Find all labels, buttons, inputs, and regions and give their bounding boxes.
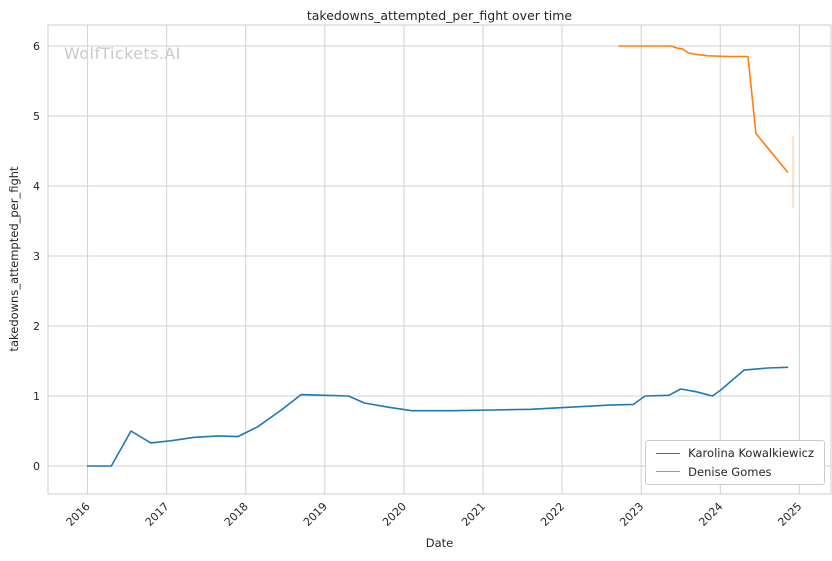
x-tick-label: 2023 [617, 500, 646, 529]
y-tick-label: 2 [33, 320, 40, 333]
series-line-denise-gomes [618, 45, 789, 173]
x-axis-label: Date [425, 536, 454, 550]
x-tick-label: 2016 [64, 500, 93, 529]
series-line-karolina-kowalkiewicz [86, 366, 789, 467]
x-tick-label: 2022 [538, 500, 567, 529]
legend-line-swatch-blue [656, 452, 681, 454]
x-tick-label: 2018 [222, 500, 251, 529]
y-tick-label: 4 [33, 180, 40, 193]
legend-label: Karolina Kowalkiewicz [688, 446, 814, 460]
legend-line-swatch-orange [656, 471, 681, 473]
y-tick-label: 0 [33, 460, 40, 473]
y-tick-label: 6 [33, 40, 40, 53]
y-tick-label: 1 [33, 390, 40, 403]
y-tick-label: 3 [33, 250, 40, 263]
legend-entry-denise-gomes: Denise Gomes [656, 464, 814, 479]
chart-title: takedowns_attempted_per_fight over time [306, 8, 573, 23]
x-tick-label: 2021 [459, 500, 488, 529]
x-tick-label: 2019 [301, 500, 330, 529]
legend-label: Denise Gomes [688, 464, 772, 479]
x-tick-label: 2017 [143, 500, 172, 529]
axes-border [47, 24, 832, 495]
legend-entry-karolina-kowalkiewicz: Karolina Kowalkiewicz [656, 447, 814, 460]
x-tick-label: 2020 [380, 500, 409, 529]
x-tick-label: 2024 [696, 500, 725, 529]
x-tick-label: 2025 [775, 500, 804, 529]
legend: Karolina Kowalkiewicz Denise Gomes [645, 440, 825, 486]
y-tick-label: 5 [33, 110, 40, 123]
watermark: WolfTickets.AI [64, 44, 181, 63]
